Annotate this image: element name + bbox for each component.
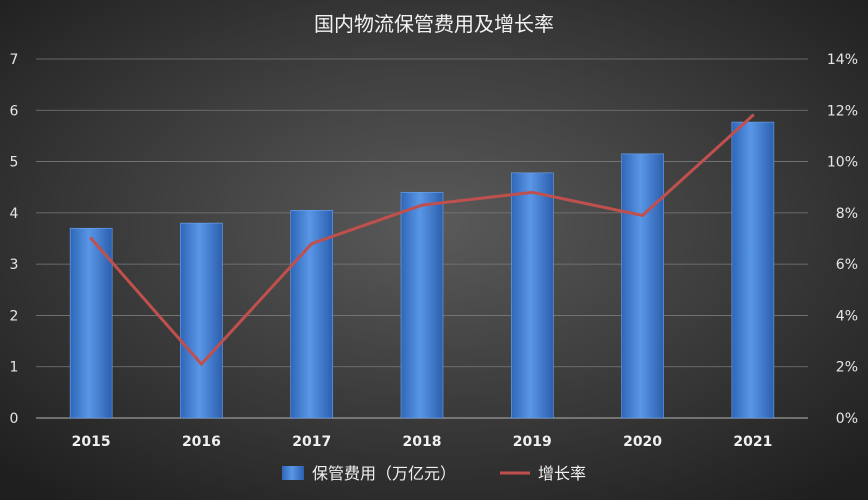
legend-line-label: 增长率 bbox=[538, 464, 586, 483]
left-tick-label: 6 bbox=[10, 103, 19, 119]
category-label: 2018 bbox=[403, 434, 442, 450]
left-tick-label: 1 bbox=[10, 360, 19, 376]
growth-point-2019 bbox=[530, 190, 534, 194]
category-labels: 2015 2016 2017 2018 2019 2020 2021 bbox=[72, 434, 773, 450]
category-label: 2016 bbox=[182, 434, 221, 450]
legend: 保管费用（万亿元） 增长率 bbox=[282, 464, 586, 483]
bar-2020 bbox=[621, 153, 664, 419]
category-label: 2017 bbox=[292, 434, 331, 450]
legend-bar-swatch bbox=[282, 466, 304, 480]
category-label: 2020 bbox=[623, 434, 662, 450]
legend-bar-label: 保管费用（万亿元） bbox=[312, 464, 456, 483]
right-tick-label: 8% bbox=[836, 206, 858, 222]
growth-point-2017 bbox=[310, 242, 314, 246]
bar-2018 bbox=[400, 192, 444, 419]
growth-point-2016 bbox=[199, 362, 203, 366]
left-tick-label: 5 bbox=[10, 155, 19, 171]
line-series bbox=[89, 113, 755, 366]
right-tick-label: 4% bbox=[836, 308, 858, 324]
bar-2021 bbox=[731, 121, 775, 419]
right-tick-label: 2% bbox=[836, 360, 858, 376]
right-tick-label: 12% bbox=[827, 103, 858, 119]
growth-point-2018 bbox=[420, 203, 424, 207]
category-label: 2021 bbox=[733, 434, 772, 450]
right-tick-label: 10% bbox=[827, 155, 858, 171]
right-tick-label: 6% bbox=[836, 257, 858, 273]
bar-2017 bbox=[290, 209, 334, 419]
left-tick-label: 2 bbox=[10, 308, 19, 324]
right-tick-label: 14% bbox=[827, 52, 858, 68]
bar-2016 bbox=[180, 222, 223, 419]
growth-point-2015 bbox=[89, 237, 93, 240]
left-tick-label: 4 bbox=[10, 206, 19, 222]
category-label: 2015 bbox=[72, 434, 111, 450]
left-tick-label: 3 bbox=[10, 257, 19, 273]
chart-title: 国内物流保管费用及增长率 bbox=[314, 12, 554, 36]
bar-2019 bbox=[510, 172, 554, 419]
bar-2015 bbox=[69, 227, 113, 419]
left-tick-label: 7 bbox=[10, 52, 19, 68]
left-axis-ticks: 0 1 2 3 4 5 6 7 bbox=[10, 52, 19, 427]
category-label: 2019 bbox=[513, 434, 552, 450]
left-tick-label: 0 bbox=[10, 411, 19, 427]
growth-point-2020 bbox=[641, 213, 645, 217]
growth-point-2021 bbox=[751, 113, 755, 117]
right-tick-label: 0% bbox=[836, 411, 858, 427]
bar-series bbox=[69, 121, 775, 419]
right-axis-ticks: 0% 2% 4% 6% 8% 10% 12% 14% bbox=[827, 52, 858, 427]
